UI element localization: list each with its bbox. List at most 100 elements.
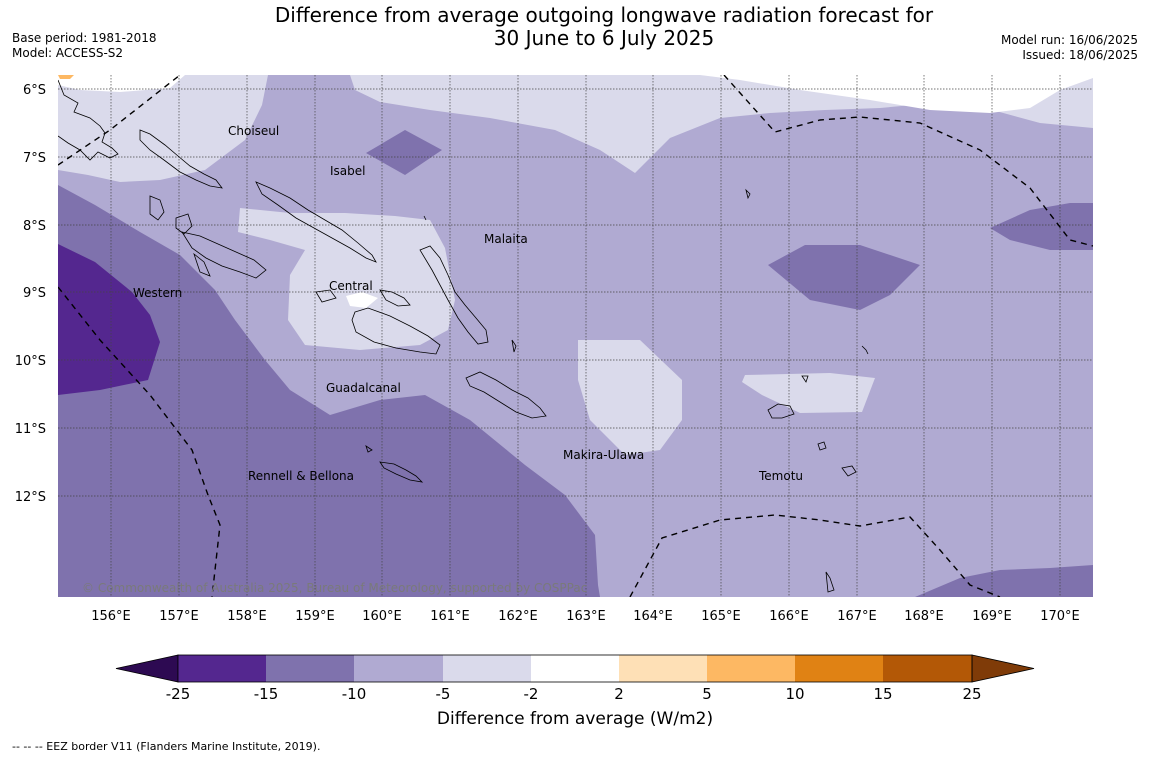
southeast-islet-coast <box>825 571 835 593</box>
rendova-coast <box>193 252 211 277</box>
chart-title: Difference from average outgoing longwav… <box>200 4 1008 50</box>
lon-label-165e: 165°E <box>701 609 741 624</box>
eez-border-vanuatu <box>629 514 1001 597</box>
lat-label-8s: 8°S <box>23 219 46 234</box>
colorbar-tick-minus5: -5 <box>436 685 451 703</box>
region-label-malaita: Malaita <box>484 232 528 246</box>
band-darkest-west <box>58 244 160 395</box>
lat-label-12s: 12°S <box>15 490 46 505</box>
region-label-western: Western <box>133 286 182 300</box>
lat-label-9s: 9°S <box>23 286 46 301</box>
eez-border-png-north <box>58 75 181 166</box>
lon-label-161e: 161°E <box>430 609 470 624</box>
region-labels: Choiseul Isabel Malaita Central Western … <box>133 124 803 483</box>
colorbar-tick-labels: -25 -15 -10 -5 -2 2 5 10 15 25 <box>166 685 982 703</box>
colorbar-outline <box>177 654 973 683</box>
colorbar-swatch-2-5 <box>619 655 707 682</box>
colorbar-tick-minus2: -2 <box>524 685 539 703</box>
malaita-coast <box>419 245 489 345</box>
colorbar-tick-2: 2 <box>614 685 624 703</box>
colorbar-swatch-minus15-minus10 <box>266 655 354 682</box>
choiseul-coast <box>139 129 223 189</box>
band-neutral-northwest <box>58 75 185 92</box>
lat-label-7s: 7°S <box>23 151 46 166</box>
band-dark-north <box>366 130 442 175</box>
title-line-2: 30 June to 6 July 2025 <box>493 26 715 50</box>
reef-islands-coast <box>801 375 809 383</box>
colorbar-tick-25: 25 <box>962 685 981 703</box>
band-neutral-north <box>700 75 1093 113</box>
colorbar-tick-10: 10 <box>785 685 804 703</box>
colorbar-swatch-5-10 <box>707 655 795 682</box>
russell-islands-coast <box>315 289 337 303</box>
colorbar-swatch-minus10-minus5 <box>354 655 443 682</box>
region-label-makira-ulawa: Makira-Ulawa <box>563 448 644 462</box>
title-line-1: Difference from average outgoing longwav… <box>274 3 934 27</box>
lon-label-159e: 159°E <box>295 609 335 624</box>
colorbar-tick-minus15: -15 <box>254 685 279 703</box>
colorbar-tick-minus10: -10 <box>342 685 367 703</box>
band-dark-southeast <box>915 565 1093 597</box>
copyright-text: © Commonwealth of Australia 2025, Bureau… <box>82 581 587 595</box>
rennell-coast <box>379 461 424 483</box>
colorbar-swatch-minus5-minus2 <box>443 655 531 682</box>
lon-label-168e: 168°E <box>904 609 944 624</box>
region-label-choiseul: Choiseul <box>228 124 279 138</box>
band-dark-southwest <box>58 185 600 597</box>
band-light-northwest <box>58 75 268 182</box>
duff-islands-coast <box>861 345 869 355</box>
lon-label-160e: 160°E <box>362 609 402 624</box>
vella-lavella-coast <box>149 195 165 221</box>
band-positive-spot <box>58 75 74 79</box>
bougainville-coast <box>58 79 119 161</box>
lat-label-6s: 6°S <box>23 83 46 98</box>
lat-label-10s: 10°S <box>15 354 46 369</box>
region-label-temotu: Temotu <box>758 469 803 483</box>
bellona-coast <box>365 445 373 453</box>
meta-right: Model run: 16/06/2025 Issued: 18/06/2025 <box>1001 33 1138 63</box>
colorbar-extend-low <box>115 654 179 683</box>
utupua-coast <box>841 465 857 477</box>
map-fill-layers <box>58 75 1093 597</box>
model-text: Model: ACCESS-S2 <box>12 46 124 60</box>
longitude-labels: 156°E 157°E 158°E 159°E 160°E 161°E 162°… <box>91 609 1080 624</box>
eez-border-png-southwest <box>58 286 221 597</box>
colorbar-swatch-10-15 <box>795 655 883 682</box>
colorbar-title: Difference from average (W/m2) <box>436 709 714 729</box>
guadalcanal-coast <box>351 307 441 355</box>
lon-label-158e: 158°E <box>227 609 267 624</box>
lon-label-163e: 163°E <box>566 609 606 624</box>
map-gridlines <box>58 75 1093 597</box>
region-label-isabel: Isabel <box>330 164 365 178</box>
band-light-central <box>238 208 455 350</box>
florida-islands-coast <box>379 289 411 307</box>
colorbar-swatch-15-25 <box>883 655 972 682</box>
kolombangara-coast <box>175 213 193 235</box>
isabel-coast <box>255 181 377 263</box>
latitude-labels: 6°S 7°S 8°S 9°S 10°S 11°S 12°S <box>15 83 46 505</box>
band-dark-east <box>768 245 920 310</box>
eez-legend-note: -- -- -- EEZ border V11 (Flanders Marine… <box>12 740 321 753</box>
colorbar-tick-minus25: -25 <box>166 685 191 703</box>
band-dark-far-east <box>990 203 1093 250</box>
model-run-text: Model run: 16/06/2025 <box>1000 33 1138 47</box>
issued-text: Issued: 18/06/2025 <box>1022 48 1138 62</box>
lon-label-157e: 157°E <box>159 609 199 624</box>
coastlines <box>58 79 869 593</box>
nendo-coast <box>767 403 795 419</box>
base-period-text: Base period: 1981-2018 <box>12 31 157 45</box>
region-label-central: Central <box>329 279 373 293</box>
band-light-temotu <box>742 373 875 413</box>
colorbar-swatch-minus25-minus15 <box>178 655 266 682</box>
makira-coast <box>465 371 547 419</box>
eez-borders <box>58 75 1093 597</box>
band-light-east <box>578 340 682 455</box>
eez-border-tuvalu <box>723 75 1093 247</box>
colorbar-swatch-minus2-2 <box>531 655 619 682</box>
region-label-rennell-bellona: Rennell & Bellona <box>248 469 354 483</box>
band-neutral-central <box>346 292 378 308</box>
new-georgia-coast <box>181 231 267 279</box>
lon-label-164e: 164°E <box>633 609 673 624</box>
isolated-islet-north <box>745 188 751 200</box>
